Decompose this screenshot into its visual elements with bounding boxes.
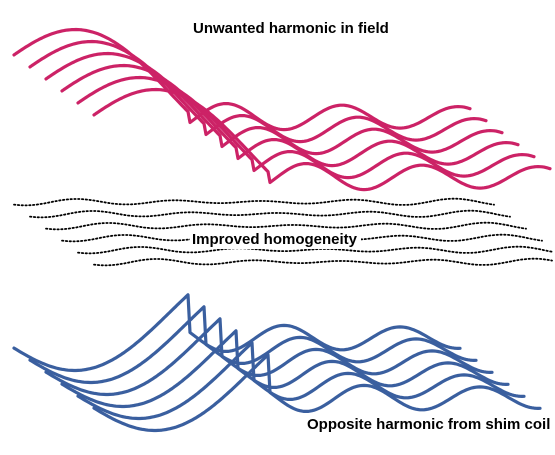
unwanted-wave-line bbox=[92, 87, 552, 192]
unwanted-wave-line bbox=[60, 63, 520, 168]
improved-dotted-line bbox=[29, 209, 511, 219]
improved-dotted-line bbox=[93, 257, 553, 267]
unwanted-wave-line bbox=[76, 75, 536, 180]
unwanted-wave-line bbox=[44, 51, 504, 156]
opposite-harmonic-waves bbox=[12, 293, 542, 433]
opposite-wave-line bbox=[60, 329, 510, 409]
opposite-wave-line bbox=[76, 341, 526, 421]
opposite-wave-line bbox=[92, 353, 542, 433]
unwanted-wave-line bbox=[12, 27, 472, 132]
unwanted-wave-line bbox=[28, 39, 488, 144]
improved-homogeneity-label: Improved homogeneity bbox=[190, 231, 362, 249]
improved-dotted-line bbox=[13, 197, 495, 207]
improved-dotted-line bbox=[77, 245, 553, 255]
unwanted-harmonic-label: Unwanted harmonic in field bbox=[193, 20, 389, 37]
opposite-harmonic-label: Opposite harmonic from shim coil bbox=[307, 416, 551, 433]
improved-dotted-line bbox=[45, 221, 527, 231]
unwanted-harmonic-waves bbox=[12, 27, 552, 192]
